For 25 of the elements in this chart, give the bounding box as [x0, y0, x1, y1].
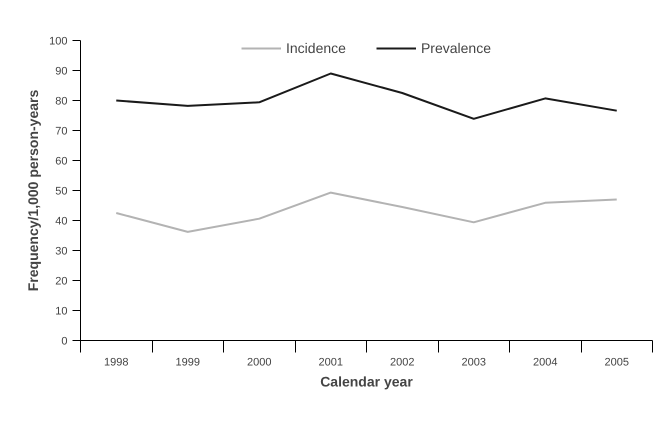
x-tick-label: 1999 [176, 356, 200, 368]
y-tick-label: 90 [55, 66, 68, 78]
line-series [115, 72, 618, 120]
y-tick-label: 100 [49, 36, 68, 48]
y-tick-label: 70 [55, 126, 68, 138]
x-tick-label: 2005 [604, 356, 629, 368]
legend-label: Incidence [286, 40, 346, 56]
x-axis-title: Calendar year [320, 374, 414, 390]
y-tick-label: 80 [55, 96, 68, 108]
x-tick-label: 2003 [462, 356, 486, 368]
line-series [115, 192, 618, 233]
x-tick-label: 2004 [533, 356, 558, 368]
y-tick-label: 60 [55, 156, 68, 168]
y-tick-label: 50 [55, 186, 68, 198]
x-tick-label: 2001 [318, 356, 343, 368]
y-tick-label: 20 [55, 276, 68, 288]
y-tick-label: 0 [61, 336, 68, 348]
y-axis-title: Frequency/1,000 person-years [25, 90, 42, 292]
x-tick-label: 2000 [247, 356, 272, 368]
x-tick-label: 1998 [104, 356, 128, 368]
legend-label: Prevalence [420, 40, 491, 56]
y-tick-label: 30 [55, 246, 68, 258]
x-tick-label: 2002 [390, 356, 414, 368]
y-tick-label: 10 [55, 306, 68, 318]
y-tick-label: 40 [55, 216, 68, 228]
